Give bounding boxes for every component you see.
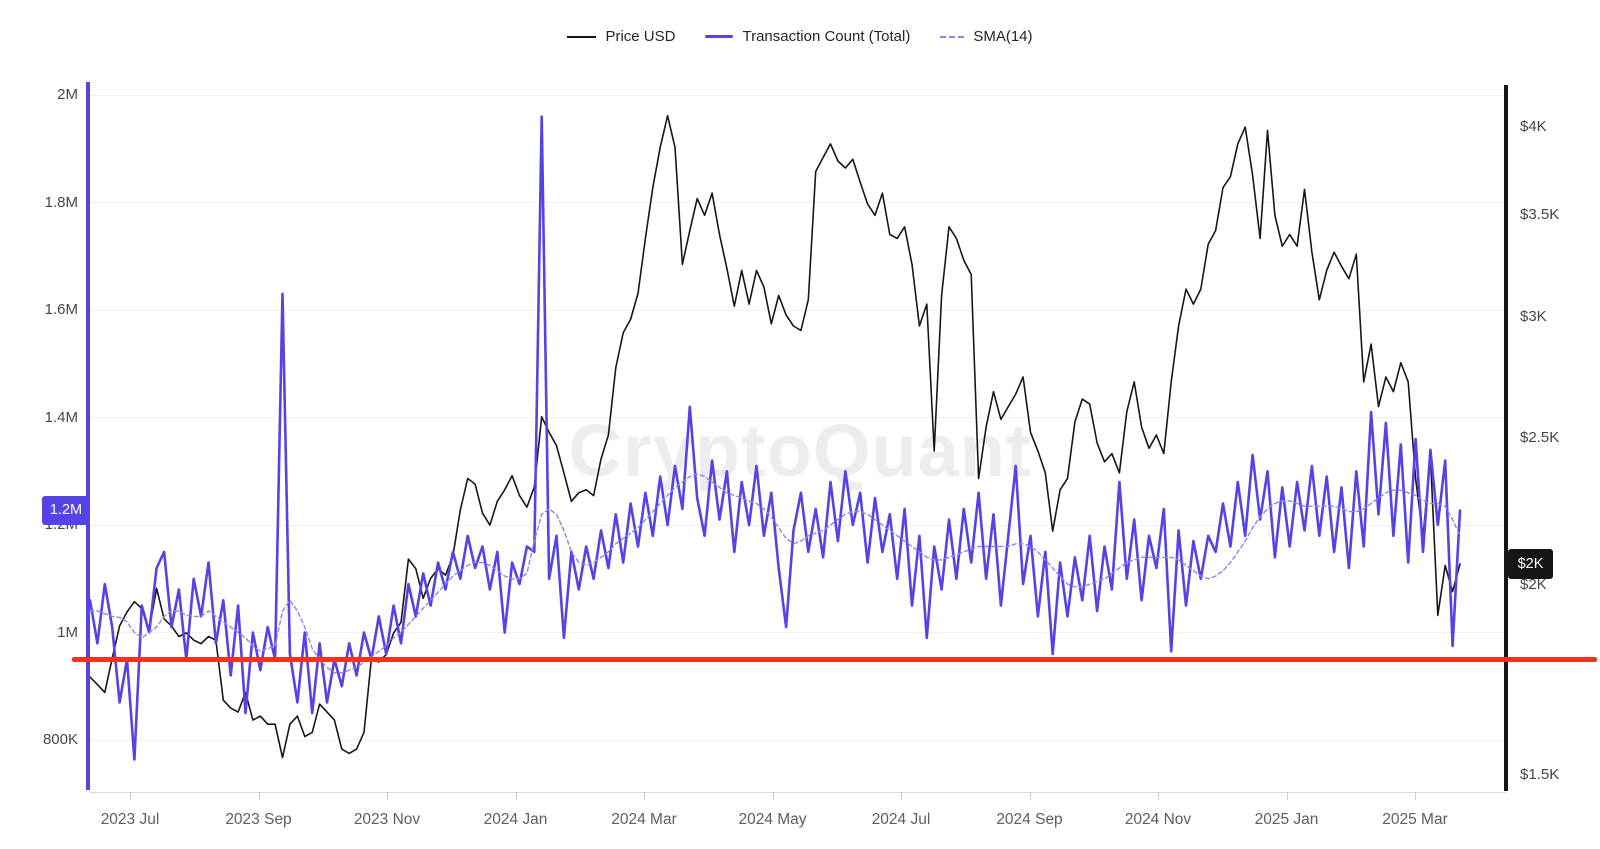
- x-tick-label: 2024 Sep: [996, 811, 1063, 828]
- right-axis-value-badge: $2K: [1508, 548, 1553, 579]
- x-tick-mark: [901, 792, 902, 800]
- left-tick-label: 1.4M: [44, 408, 78, 426]
- gridline: [90, 632, 1506, 633]
- gridline: [90, 94, 1506, 96]
- legend-label: SMA(14): [973, 28, 1033, 45]
- x-tick-label: 2024 May: [738, 811, 807, 828]
- x-tick-label: 2024 Mar: [611, 811, 677, 828]
- price-line-swatch: [567, 35, 597, 38]
- x-tick-mark: [130, 792, 131, 800]
- x-tick-mark: [387, 792, 388, 800]
- x-tick-label: 2025 Jan: [1254, 811, 1319, 828]
- right-tick-label: $2K: [1520, 576, 1547, 593]
- series-sma-14-: [89, 473, 1461, 674]
- x-tick-label: 2024 Jul: [871, 811, 931, 828]
- legend-label: Transaction Count (Total): [742, 28, 911, 45]
- series-transaction-count-total-: [88, 115, 1462, 761]
- x-axis-line: [90, 792, 1506, 793]
- x-tick-mark: [644, 792, 645, 800]
- x-tick-label: 2023 Jul: [100, 811, 160, 828]
- x-tick-label: 2023 Nov: [353, 811, 421, 828]
- left-tick-label: 1.6M: [44, 301, 78, 318]
- x-tick-mark: [1029, 792, 1031, 800]
- right-tick-label: $3.5K: [1520, 206, 1560, 224]
- left-tick-label: 1M: [57, 623, 78, 641]
- left-axis-value-badge: 1.2M: [42, 495, 90, 525]
- tx-line-swatch: [705, 35, 734, 38]
- legend-item-transaction-count-total-[interactable]: Transaction Count (Total): [705, 28, 910, 45]
- x-tick-label: 2024 Jan: [483, 811, 548, 828]
- gridline: [90, 417, 1506, 418]
- legend-item-price-usd[interactable]: Price USD: [567, 28, 675, 45]
- left-tick-label: 1.8M: [44, 193, 78, 211]
- cryptoquant-watermark: CryptoQuant: [568, 409, 1032, 492]
- sma-dashed-swatch: [940, 35, 965, 38]
- chart-legend: Price USD Transaction Count (Total) SMA(14…: [0, 28, 1600, 45]
- right-tick-label: $4K: [1520, 118, 1547, 136]
- left-axis-line: [86, 82, 90, 790]
- x-tick-mark: [1158, 792, 1159, 800]
- x-tick-label: 2024 Nov: [1124, 811, 1192, 828]
- x-tick-mark: [258, 792, 260, 800]
- gridline: [90, 202, 1506, 203]
- right-axis-line: [1504, 85, 1508, 791]
- right-tick-label: $2.5K: [1520, 428, 1560, 446]
- x-tick-mark: [1415, 792, 1416, 800]
- right-tick-label: $3K: [1520, 308, 1547, 326]
- x-tick-mark: [772, 792, 774, 800]
- gridline: [90, 524, 1506, 526]
- gridline: [90, 739, 1506, 741]
- series-price-usd: [89, 114, 1461, 759]
- x-tick-label: 2023 Sep: [225, 811, 292, 828]
- legend-item-sma-14-[interactable]: SMA(14): [940, 28, 1033, 45]
- left-tick-label: 800K: [42, 731, 78, 748]
- x-tick-mark: [1286, 792, 1288, 800]
- reference-line[interactable]: [72, 656, 1597, 662]
- gridline: [90, 309, 1506, 311]
- legend-label: Price USD: [605, 28, 676, 45]
- left-tick-label: 2M: [57, 86, 78, 103]
- x-tick-label: 2025 Mar: [1382, 811, 1448, 828]
- right-tick-label: $1.5K: [1520, 766, 1560, 784]
- x-tick-mark: [515, 792, 517, 800]
